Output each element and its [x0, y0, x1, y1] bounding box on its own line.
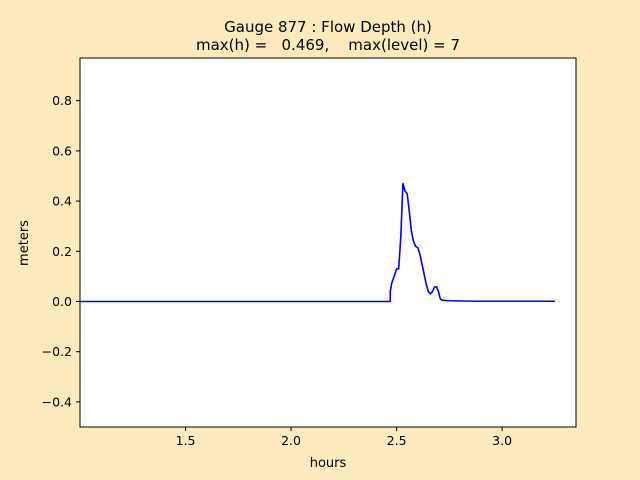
chart-subtitle: max(h) = 0.469, max(level) = 7 [196, 36, 460, 54]
x-axis-label: hours [310, 456, 347, 471]
y-axis-ticks: −0.4 −0.2 0.0 0.2 0.4 0.6 0.8 [42, 93, 80, 409]
plot-frame [79, 57, 577, 428]
plot-area [80, 58, 576, 427]
chart-title: Gauge 877 : Flow Depth (h) [224, 18, 432, 36]
y-tick-label: −0.4 [42, 394, 72, 409]
y-tick-label: 0.6 [52, 143, 72, 158]
y-tick-label: 0.4 [52, 194, 72, 209]
x-tick-label: 3.0 [492, 433, 512, 448]
x-tick-label: 2.5 [387, 433, 407, 448]
series-line-0 [80, 182, 555, 303]
y-tick-label: 0.8 [52, 93, 72, 108]
series-layer [80, 182, 555, 303]
y-tick-label: 0.0 [52, 294, 72, 309]
y-tick-label: 0.2 [52, 244, 72, 259]
y-tick-label: −0.2 [42, 344, 72, 359]
y-axis-label: meters [17, 220, 32, 266]
x-tick-label: 1.5 [176, 433, 196, 448]
x-tick-label: 2.0 [281, 433, 301, 448]
x-axis-ticks: 1.5 2.0 2.5 3.0 [176, 427, 512, 448]
